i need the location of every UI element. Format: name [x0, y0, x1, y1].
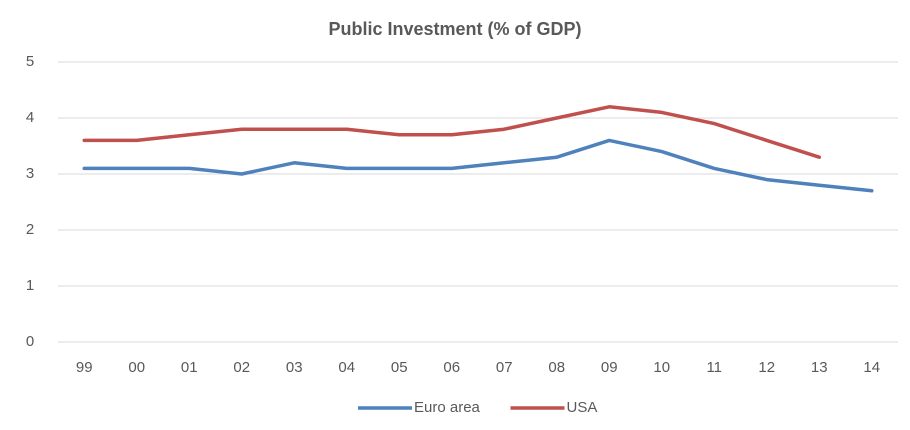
legend-label: USA: [567, 399, 598, 416]
x-tick-label: 07: [496, 359, 513, 376]
y-tick-label: 4: [26, 109, 34, 126]
x-tick-label: 08: [548, 359, 565, 376]
x-tick-label: 13: [811, 359, 828, 376]
x-tick-label: 02: [233, 359, 250, 376]
legend-label: Euro area: [414, 399, 481, 416]
y-tick-label: 0: [26, 333, 34, 350]
x-tick-label: 00: [128, 359, 145, 376]
y-tick-label: 2: [26, 221, 34, 238]
line-series: [82, 105, 821, 159]
x-tick-label: 05: [391, 359, 408, 376]
x-tick-label: 03: [286, 359, 303, 376]
x-tick-label: 14: [863, 359, 880, 376]
y-tick-label: 1: [26, 277, 34, 294]
chart-title: Public Investment (% of GDP): [328, 19, 581, 39]
line-series: [82, 138, 874, 193]
x-tick-label: 09: [601, 359, 618, 376]
x-tick-label: 10: [653, 359, 670, 376]
x-tick-label: 99: [76, 359, 93, 376]
x-tick-label: 06: [443, 359, 460, 376]
y-tick-label: 5: [26, 53, 34, 70]
x-tick-label: 01: [181, 359, 198, 376]
y-tick-label: 3: [26, 165, 34, 182]
x-tick-label: 11: [706, 359, 722, 376]
x-tick-label: 04: [338, 359, 355, 376]
x-tick-label: 12: [758, 359, 775, 376]
